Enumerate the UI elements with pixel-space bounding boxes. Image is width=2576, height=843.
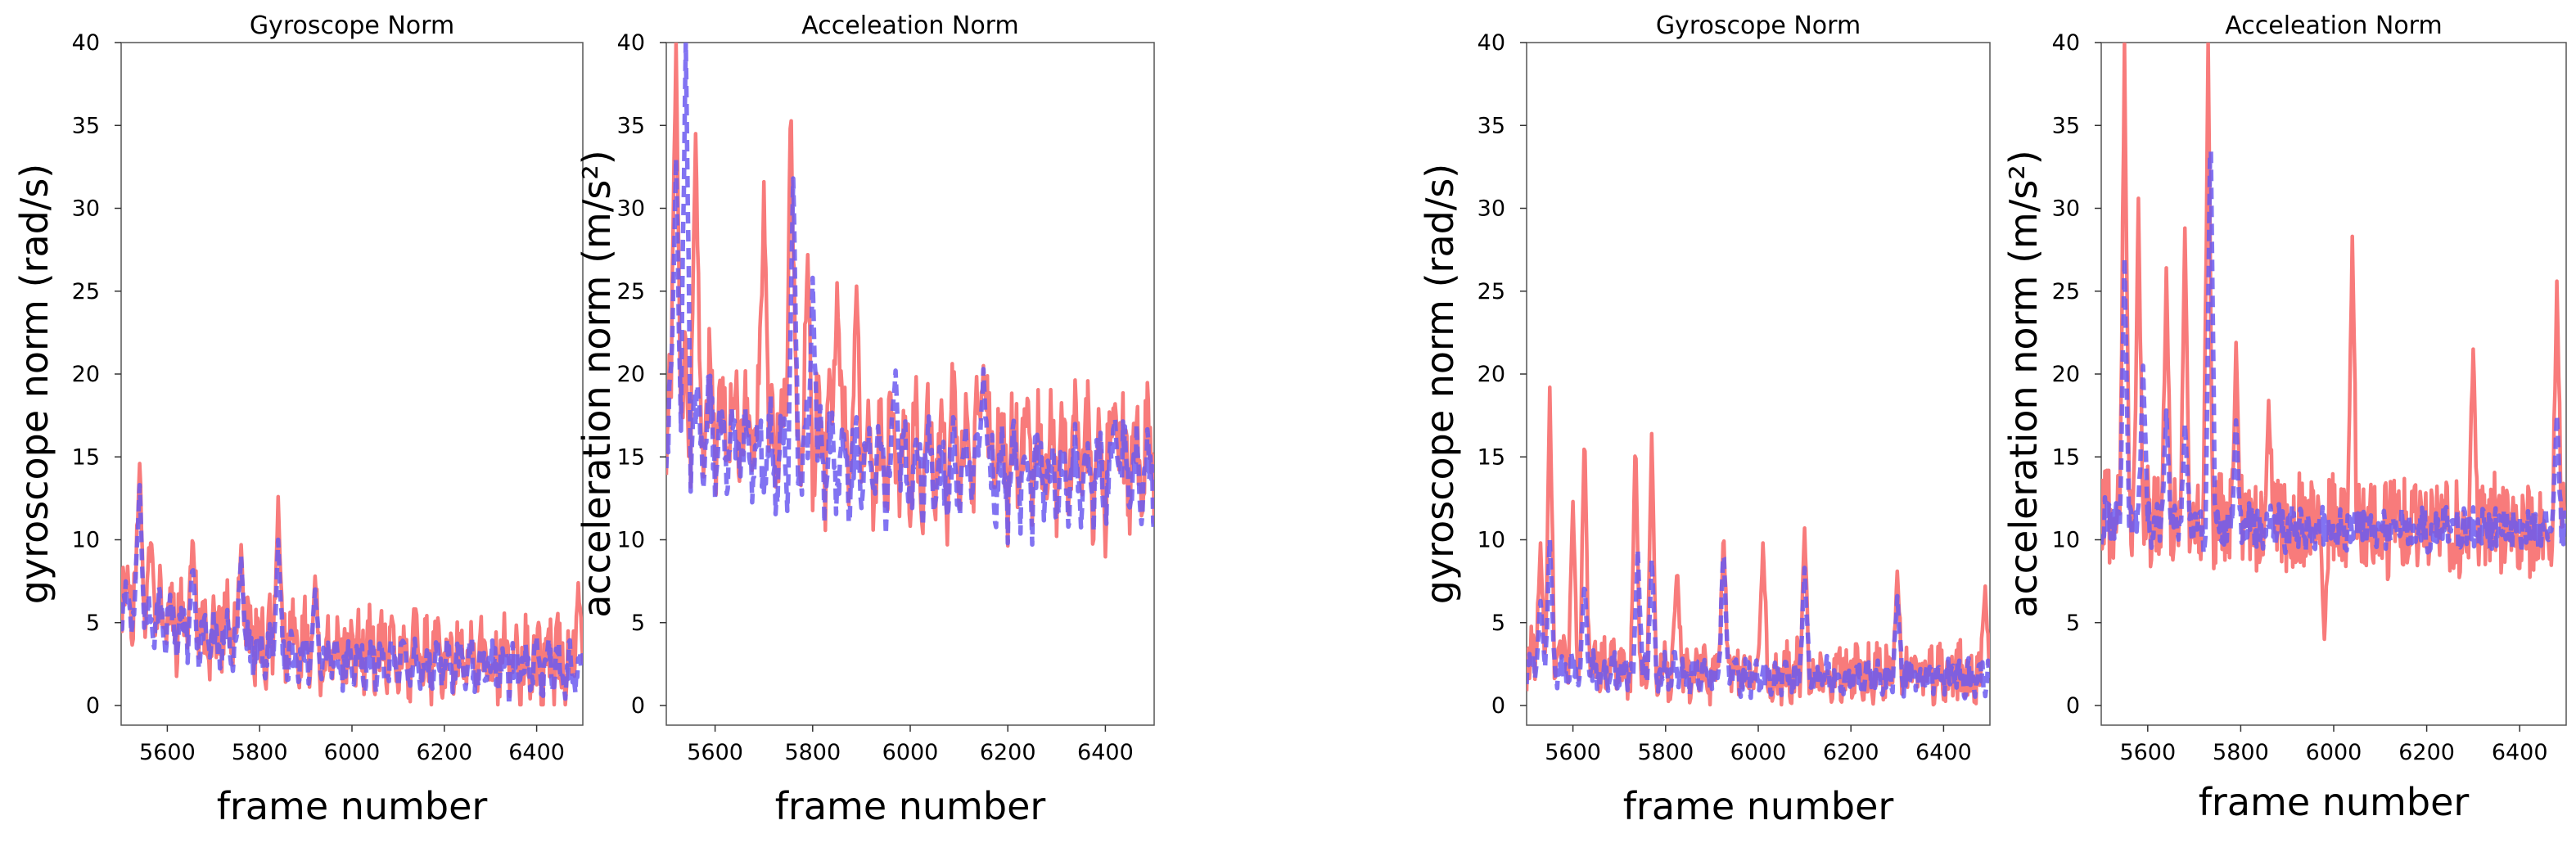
- panel-title: Gyroscope Norm: [1656, 11, 1861, 40]
- y-axis-label: acceleration norm (m/s²): [575, 150, 619, 617]
- y-tick-label: 30: [617, 196, 645, 222]
- y-tick-label: 25: [2052, 279, 2080, 304]
- series-line-measured: [1527, 385, 1990, 707]
- y-axis-label: gyroscope norm (rad/s): [1418, 164, 1462, 604]
- y-tick-label: 15: [72, 444, 100, 470]
- y-tick-label: 30: [2052, 196, 2080, 222]
- y-tick-label: 5: [1491, 611, 1505, 636]
- x-tick-label: 6200: [980, 740, 1036, 765]
- panel-title: Acceleation Norm: [801, 11, 1018, 40]
- y-tick-label: 10: [2052, 528, 2080, 553]
- panel-title: Acceleation Norm: [2225, 11, 2442, 40]
- y-tick-label: 35: [617, 113, 645, 138]
- x-tick-label: 6400: [1077, 740, 1134, 765]
- x-tick-label: 5800: [784, 740, 841, 765]
- panel-acceleration-right: Acceleation Norm frame number accelerati…: [2001, 11, 2567, 824]
- y-tick-label: 35: [2052, 113, 2080, 138]
- y-axis-label: acceleration norm (m/s²): [2001, 150, 2046, 617]
- x-tick-label: 6000: [324, 740, 381, 765]
- y-tick-label: 20: [1477, 362, 1505, 387]
- x-tick-label: 6400: [1915, 740, 1972, 765]
- x-tick-label: 6000: [1730, 740, 1787, 765]
- y-tick-label: 35: [1477, 113, 1505, 138]
- y-tick-label: 20: [2052, 362, 2080, 387]
- y-axis-label: gyroscope norm (rad/s): [12, 164, 56, 604]
- x-tick-label: 6000: [2306, 740, 2362, 765]
- x-tick-label: 6200: [2398, 740, 2455, 765]
- y-tick-label: 20: [72, 362, 100, 387]
- y-tick-label: 20: [617, 362, 645, 387]
- y-tick-label: 5: [86, 611, 100, 636]
- x-axis-label: frame number: [217, 784, 488, 828]
- x-axis-label: frame number: [1623, 784, 1894, 828]
- y-tick-label: 35: [72, 113, 100, 138]
- x-tick-label: 5800: [1637, 740, 1694, 765]
- y-tick-label: 0: [86, 693, 100, 719]
- y-tick-label: 15: [1477, 444, 1505, 470]
- y-tick-label: 25: [1477, 279, 1505, 304]
- x-axis-label: frame number: [775, 784, 1046, 828]
- x-tick-label: 5800: [232, 740, 288, 765]
- x-tick-label: 5600: [2119, 740, 2176, 765]
- y-tick-label: 15: [2052, 444, 2080, 470]
- y-tick-label: 25: [72, 279, 100, 304]
- panel-acceleration-left: Acceleation Norm frame number accelerati…: [575, 11, 1155, 828]
- y-tick-label: 0: [2066, 693, 2080, 719]
- series-line-measured: [2101, 43, 2566, 642]
- x-tick-label: 5800: [2213, 740, 2269, 765]
- series-line-measured: [666, 43, 1154, 559]
- y-tick-label: 40: [1477, 30, 1505, 56]
- plot-frame: [2100, 42, 2567, 726]
- y-tick-label: 0: [1491, 693, 1505, 719]
- x-tick-label: 5600: [1545, 740, 1601, 765]
- panel-gyroscope-left: Gyroscope Norm frame number gyroscope no…: [12, 11, 584, 828]
- y-tick-label: 10: [72, 528, 100, 553]
- series-line-estimated: [2101, 149, 2566, 556]
- y-tick-label: 40: [72, 30, 100, 56]
- x-tick-label: 6400: [2492, 740, 2548, 765]
- x-tick-label: 6000: [882, 740, 939, 765]
- x-tick-label: 6200: [416, 740, 472, 765]
- series-line-estimated: [121, 482, 583, 707]
- y-tick-label: 30: [72, 196, 100, 222]
- y-tick-label: 5: [631, 611, 645, 636]
- y-tick-label: 25: [617, 279, 645, 304]
- series-line-estimated: [666, 43, 1154, 548]
- x-tick-label: 6400: [508, 740, 565, 765]
- y-tick-label: 40: [2052, 30, 2080, 56]
- plot-frame: [665, 42, 1155, 726]
- y-tick-label: 15: [617, 444, 645, 470]
- series-line-estimated: [1527, 537, 1990, 701]
- x-tick-label: 6200: [1823, 740, 1879, 765]
- panel-title: Gyroscope Norm: [250, 11, 454, 40]
- panel-gyroscope-right: Gyroscope Norm frame number gyroscope no…: [1418, 11, 1991, 828]
- y-tick-label: 10: [617, 528, 645, 553]
- x-tick-label: 5600: [687, 740, 743, 765]
- y-tick-label: 40: [617, 30, 645, 56]
- y-tick-label: 0: [631, 693, 645, 719]
- x-axis-label: frame number: [2199, 780, 2470, 824]
- y-tick-label: 30: [1477, 196, 1505, 222]
- y-tick-label: 10: [1477, 528, 1505, 553]
- x-tick-label: 5600: [139, 740, 196, 765]
- y-tick-label: 5: [2066, 611, 2080, 636]
